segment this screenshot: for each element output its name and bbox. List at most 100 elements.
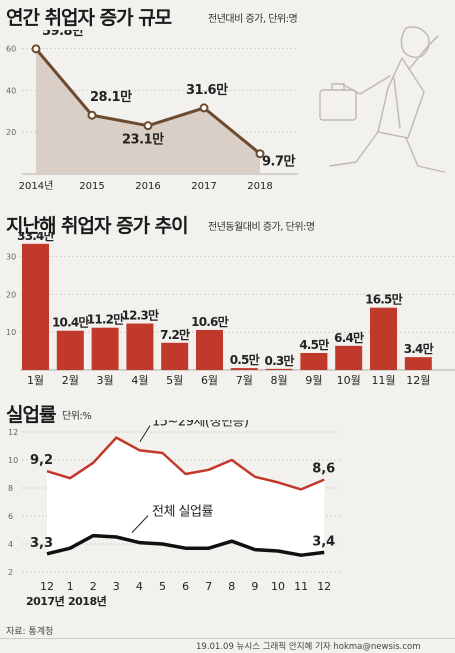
chart2-data-label: 0.3만 [265, 353, 295, 368]
chart1-xtick: 2016 [135, 181, 160, 192]
chart3-callout-line [131, 515, 149, 533]
chart3-series-name: 전체 실업률 [152, 505, 213, 520]
chart2-bar [265, 368, 293, 370]
chart3-series-line [46, 436, 325, 491]
chart2-ytick: 30 [6, 253, 16, 262]
chart1-ytick: 20 [6, 128, 16, 137]
chart3-end-label: 8,6 [312, 462, 335, 477]
chart3-xtick: 7 [205, 580, 212, 593]
chart1-point [255, 149, 265, 159]
chart2-xtick: 7월 [236, 374, 253, 387]
chart2-xtick: 9월 [305, 374, 322, 387]
chart3-series-line [46, 533, 325, 557]
chart1-xtick: 2017 [191, 181, 216, 192]
chart2-bar [161, 342, 189, 370]
chart1-point [31, 44, 41, 54]
chart2-bar [404, 357, 432, 370]
chart2-bar [22, 243, 49, 370]
chart2-data-label: 10.4만 [52, 315, 89, 330]
source-note: 자료: 통계청 [6, 627, 54, 637]
chart2-xtick: 12월 [406, 374, 430, 387]
chart2-data-label: 4.5만 [299, 337, 329, 352]
chart3-xtick: 2 [90, 580, 97, 593]
chart2-bar [126, 323, 154, 370]
chart1-area [36, 48, 260, 174]
annual-employment-chart: 60 40 20 59.8만 2014년 28.1만 2015 23.1만 2016 31.6만… [6, 30, 298, 192]
chart3-start-label: 3,3 [30, 536, 53, 551]
chart2-bar [300, 353, 328, 370]
chart1-point [199, 103, 209, 113]
chart2-xtick: 10월 [337, 374, 361, 387]
chart1-xtick: 2015 [79, 181, 104, 192]
chart1-data-label: 28.1만 [90, 89, 132, 105]
chart3-xtick: 1 [67, 580, 74, 593]
chart1-ytick: 40 [6, 86, 16, 95]
chart2-xtick: 2월 [62, 374, 79, 387]
chart3-ytick: 4 [8, 540, 13, 549]
chart3-year-label: 2018년 [68, 594, 107, 608]
chart2-data-label: 7.2만 [160, 327, 190, 342]
chart2-xtick: 4월 [131, 374, 148, 387]
chart3-xtick: 10 [271, 580, 285, 593]
chart2-bar [370, 307, 397, 370]
chart1-point [87, 110, 97, 120]
chart2-data-label: 3.4만 [404, 341, 434, 356]
chart1-data-label: 9.7만 [262, 154, 296, 170]
chart3-xtick: 11 [294, 580, 308, 593]
chart2-xtick: 5월 [166, 374, 183, 387]
chart2-ytick: 20 [6, 290, 16, 299]
chart1-data-label: 59.8만 [42, 30, 84, 39]
chart2-data-label: 16.5만 [365, 292, 402, 307]
section1-subtitle: 전년대비 증가, 단위:명 [208, 14, 298, 25]
chart2-data-label: 6.4만 [334, 330, 364, 345]
chart3-callout-line [139, 425, 151, 442]
chart3-xtick: 12 [317, 580, 331, 593]
chart1-point [143, 121, 153, 131]
chart3-xtick: 8 [228, 580, 235, 593]
chart2-xtick: 3월 [97, 374, 114, 387]
section1-title: 연간 취업자 증가 규모 [6, 7, 172, 29]
chart1-ytick: 60 [6, 44, 16, 53]
chart2-xtick: 1월 [27, 374, 44, 387]
section2-subtitle: 전년동월대비 증가, 단위:명 [208, 222, 315, 233]
chart3-xtick: 5 [159, 580, 166, 593]
chart3-xtick: 3 [113, 580, 120, 593]
chart3-xtick: 4 [136, 580, 143, 593]
chart2-data-label: 11.2만 [87, 312, 124, 327]
chart1-data-label: 23.1만 [122, 132, 164, 148]
chart1-xtick: 2018 [247, 181, 272, 192]
chart3-band [47, 437, 325, 556]
chart2-bar [56, 330, 84, 370]
chart2-data-label: 33.4만 [17, 232, 54, 243]
chart2-data-label: 0.5만 [230, 352, 260, 367]
chart2-xtick: 6월 [201, 374, 218, 387]
chart1-xtick: 2014년 [19, 180, 54, 192]
chart2-bar [91, 327, 119, 370]
chart2-xtick: 11월 [371, 374, 395, 387]
section2-title: 지난해 취업자 증가 추이 [6, 215, 189, 237]
chart3-ytick: 6 [8, 512, 13, 521]
chart2-bar [335, 345, 363, 370]
chart3-year-label: 2017년 [26, 594, 65, 608]
footer-divider [0, 638, 455, 639]
section3-subtitle: 단위:% [62, 411, 92, 422]
chart3-series-name: 15~29세(청년층) [152, 420, 248, 430]
chart3-xtick: 6 [182, 580, 189, 593]
chart3-ytick: 10 [8, 456, 18, 465]
chart2-bar [196, 329, 223, 370]
chart2-bar [230, 368, 258, 370]
chart3-ytick: 2 [8, 568, 13, 577]
chart2-xtick: 8월 [271, 374, 288, 387]
chart3-ytick: 8 [8, 484, 13, 493]
chart3-xtick: 9 [251, 580, 258, 593]
chart3-end-label: 3,4 [312, 534, 335, 549]
chart3-xtick: 12 [40, 580, 54, 593]
chart2-data-label: 12.3만 [122, 308, 159, 323]
chart1-data-label: 31.6만 [186, 82, 228, 98]
chart3-ytick: 12 [8, 428, 18, 437]
chart2-data-label: 10.6만 [191, 314, 228, 329]
running-businessman-illustration [319, 26, 445, 173]
chart3-start-label: 9,2 [30, 453, 53, 468]
monthly-employment-bar-chart: 30 20 10 33.4만 1월 10.4만 2월 11.2만 3월 12.3만 4월 7.2만 5… [6, 232, 455, 387]
